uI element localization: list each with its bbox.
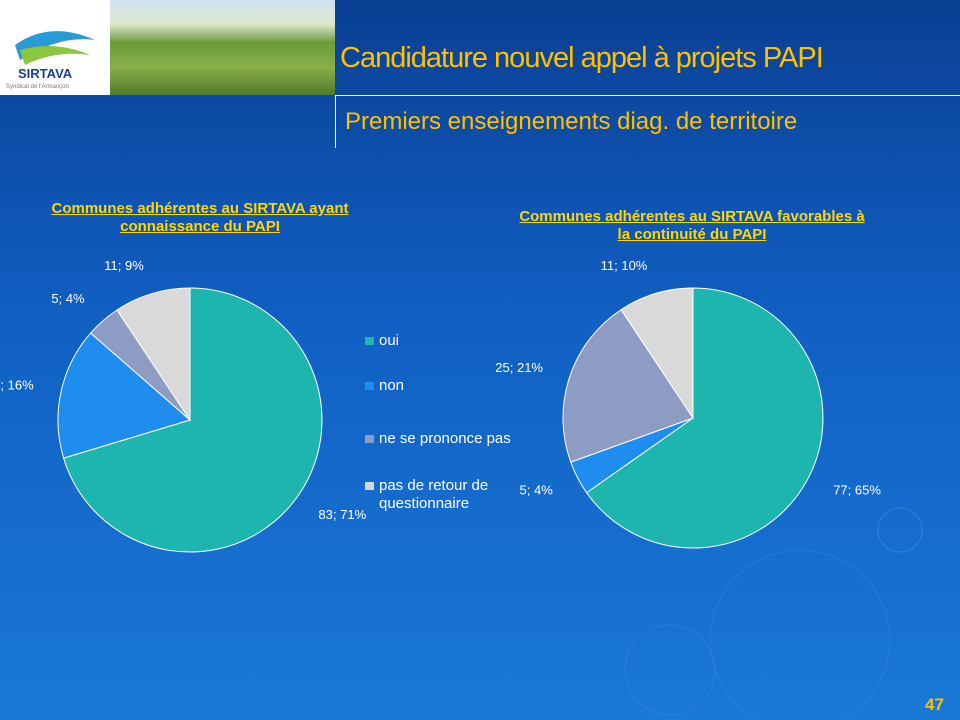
decor-ripple <box>624 624 716 716</box>
page-number: 47 <box>925 695 944 714</box>
header-rule <box>335 95 960 96</box>
logo-wave <box>20 46 90 65</box>
logo-caption: Syndicat de l'Armançon <box>6 84 69 90</box>
legend-entry: ne se prononce pas <box>365 430 529 448</box>
pie-slice <box>585 287 824 549</box>
pie-slice <box>620 287 694 420</box>
legend-entry: pas de retour de questionnaire <box>365 477 529 513</box>
decor-ripple <box>877 507 923 553</box>
slide-subtitle: Premiers enseignements diag. de territoi… <box>345 108 798 135</box>
logo: SIRTAVA Syndicat de l'Armançon <box>0 0 110 95</box>
data-label: 11; 10% <box>601 258 648 273</box>
legend-marker <box>365 337 374 345</box>
header-rule <box>335 95 336 148</box>
data-label: 5; 4% <box>520 482 554 497</box>
logo-name: SIRTAVA <box>18 66 73 81</box>
chart-title: Communes adhérentes au SIRTAVA favorable… <box>519 208 865 243</box>
logo-wave <box>15 31 95 60</box>
pie-slice <box>57 332 192 459</box>
pie-slice <box>62 287 323 553</box>
data-label: 11; 9% <box>104 258 144 273</box>
legend-entry: oui <box>365 332 529 350</box>
legend-label: non <box>379 377 405 394</box>
decor-ripple <box>709 549 891 720</box>
chart-title: Communes adhérentes au SIRTAVA ayant con… <box>51 200 349 235</box>
logo-graphic <box>15 31 95 65</box>
legend-label: oui <box>379 332 400 349</box>
legend-label: pas de retour de questionnaire <box>379 477 489 512</box>
data-label: 83; 71% <box>318 507 366 522</box>
legend-marker <box>365 382 374 390</box>
data-label: 25; 21% <box>495 360 543 375</box>
legend-label: ne se prononce pas <box>379 430 511 447</box>
legend-marker <box>365 482 374 490</box>
slide-title: Candidature nouvel appel à projets PAPI <box>340 42 824 74</box>
data-label: 77; 65% <box>833 482 881 497</box>
data-label: 5; 4% <box>51 291 85 306</box>
legend-marker <box>365 435 374 443</box>
header-photo <box>110 0 335 95</box>
legend-entry: non <box>365 377 529 395</box>
pie-slice <box>562 308 694 463</box>
pie-slice <box>116 287 191 422</box>
data-label: 19; 16% <box>0 378 34 393</box>
